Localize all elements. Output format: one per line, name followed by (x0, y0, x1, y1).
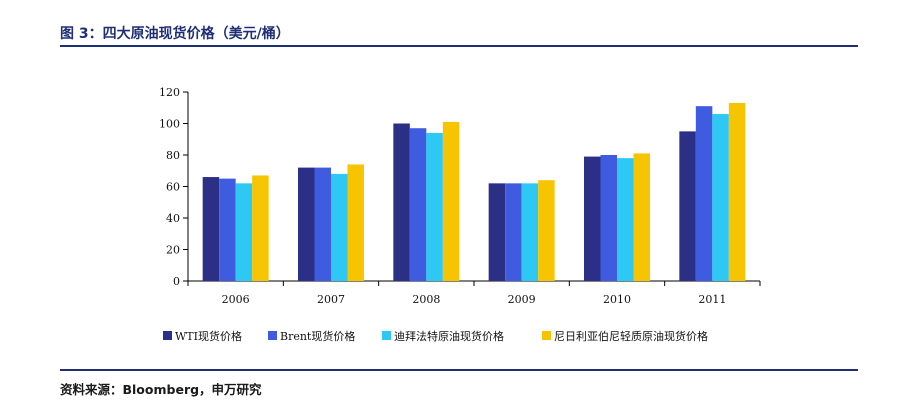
bar-2007-series-2 (314, 167, 331, 281)
bar-2009-series-2 (505, 183, 522, 281)
bar-2008-series-2 (409, 128, 427, 281)
legend-swatch-4 (542, 331, 551, 340)
y-tick-label: 40 (166, 212, 180, 225)
legend-swatch-3 (382, 331, 391, 340)
footer-rule (60, 369, 858, 371)
x-tick-label: 2007 (317, 293, 345, 306)
legend-swatch-2 (268, 331, 277, 340)
bar-2009-series-1 (488, 183, 506, 281)
y-tick-label: 100 (159, 118, 180, 131)
source-note: 资料来源：Bloomberg，申万研究 (60, 382, 262, 397)
legend-label-2: Brent现货价格 (280, 329, 355, 343)
y-tick-label: 80 (166, 149, 180, 162)
bar-2006-series-2 (219, 178, 236, 281)
bar-2008-series-3 (426, 132, 443, 281)
bar-2009-series-3 (521, 183, 539, 281)
bar-2007-series-4 (347, 164, 364, 281)
bar-2010-series-4 (633, 153, 650, 281)
bar-2010-series-2 (600, 155, 617, 281)
y-tick-label: 0 (173, 275, 180, 288)
bar-2006-series-3 (235, 183, 253, 281)
x-tick-label: 2006 (222, 293, 250, 306)
legend-label-3: 迪拜法特原油现货价格 (394, 329, 504, 343)
legend-swatch-1 (163, 331, 172, 340)
chart-title: 图 3：四大原油现货价格（美元/桶） (60, 26, 290, 42)
title-rule (60, 45, 858, 47)
bar-2011-series-1 (679, 131, 696, 281)
bar-2011-series-3 (712, 114, 729, 281)
x-tick-label: 2009 (508, 293, 536, 306)
bar-2007-series-3 (331, 173, 348, 281)
bar-2006-series-4 (252, 175, 269, 281)
bar-2007-series-1 (298, 167, 315, 281)
legend-label-4: 尼日利亚伯尼轻质原油现货价格 (554, 329, 708, 343)
bar-2006-series-1 (202, 177, 220, 281)
bar-2008-series-4 (442, 121, 460, 281)
y-tick-label: 60 (166, 181, 180, 194)
x-tick-label: 2011 (698, 293, 726, 306)
legend-label-1: WTI现货价格 (175, 329, 242, 343)
bar-2009-series-4 (538, 180, 555, 281)
x-tick-label: 2008 (412, 293, 440, 306)
y-tick-label: 20 (166, 244, 180, 257)
bar-2011-series-4 (728, 103, 746, 282)
bar-2008-series-1 (393, 123, 410, 281)
bar-2010-series-3 (617, 158, 634, 281)
bar-2011-series-2 (695, 106, 713, 281)
bar-2010-series-1 (584, 156, 601, 281)
x-tick-label: 2010 (603, 293, 631, 306)
y-tick-label: 120 (159, 86, 180, 99)
